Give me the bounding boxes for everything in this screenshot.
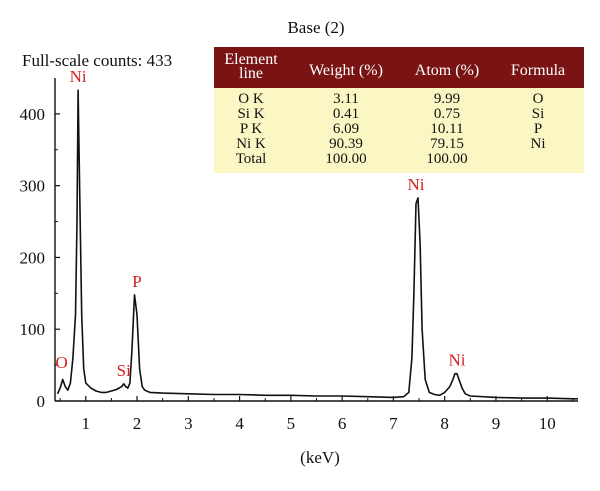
x-tick-label: 10 <box>539 414 556 433</box>
peak-label-ni: Ni <box>448 351 465 370</box>
table-cell: 3.11 <box>333 91 359 107</box>
table-cell: Ni <box>531 136 546 152</box>
table-cell: 79.15 <box>430 136 464 152</box>
peak-label-si: Si <box>117 361 131 380</box>
x-tick-label: 4 <box>235 414 244 433</box>
spectrum-line <box>56 89 578 400</box>
y-tick-label: 400 <box>20 105 46 124</box>
table-cell: 6.09 <box>333 121 359 137</box>
table-cell: 0.41 <box>333 106 359 122</box>
table-cell: Si <box>532 106 545 122</box>
table-cell: P <box>534 121 542 137</box>
x-tick-label: 6 <box>338 414 347 433</box>
x-tick-label: 3 <box>184 414 193 433</box>
chart-title: Base (2) <box>287 18 344 37</box>
table-cell: 0.75 <box>434 106 460 122</box>
table-cell: Total <box>236 151 267 167</box>
peak-label-ni: Ni <box>70 67 87 86</box>
table-header-cell: line <box>239 65 263 82</box>
table-header-cell: Formula <box>511 62 565 79</box>
table-cell: 100.00 <box>325 151 366 167</box>
peak-label-ni: Ni <box>407 175 424 194</box>
table-cell: P K <box>240 121 263 137</box>
table-cell: 100.00 <box>426 151 467 167</box>
table-cell: O <box>533 91 544 107</box>
x-tick-label: 8 <box>440 414 449 433</box>
x-tick-label: 1 <box>82 414 91 433</box>
peak-label-p: P <box>132 272 141 291</box>
full-scale-counts-label: Full-scale counts: 433 <box>22 51 172 70</box>
peak-label-o: O <box>56 353 68 372</box>
table-cell: 10.11 <box>430 121 463 137</box>
table-header-cell: Element <box>224 51 278 68</box>
x-tick-label: 7 <box>389 414 398 433</box>
y-tick-label: 300 <box>20 177 46 196</box>
table-body-bg <box>214 88 584 173</box>
y-tick-label: 200 <box>20 248 46 267</box>
table-cell: Si K <box>237 106 264 122</box>
table-header-cell: Weight (%) <box>309 62 383 79</box>
table-header-bg <box>214 47 584 88</box>
table-cell: O K <box>238 91 264 107</box>
x-tick-label: 9 <box>492 414 501 433</box>
y-tick-label: 100 <box>20 320 46 339</box>
table-cell: 90.39 <box>329 136 363 152</box>
x-tick-label: 2 <box>133 414 142 433</box>
table-cell: 9.99 <box>434 91 460 107</box>
table-header-cell: Atom (%) <box>415 62 479 79</box>
y-tick-label: 0 <box>37 392 46 411</box>
table-cell: Ni K <box>236 136 266 152</box>
x-tick-label: 5 <box>287 414 296 433</box>
x-axis-title: (keV) <box>300 448 340 467</box>
